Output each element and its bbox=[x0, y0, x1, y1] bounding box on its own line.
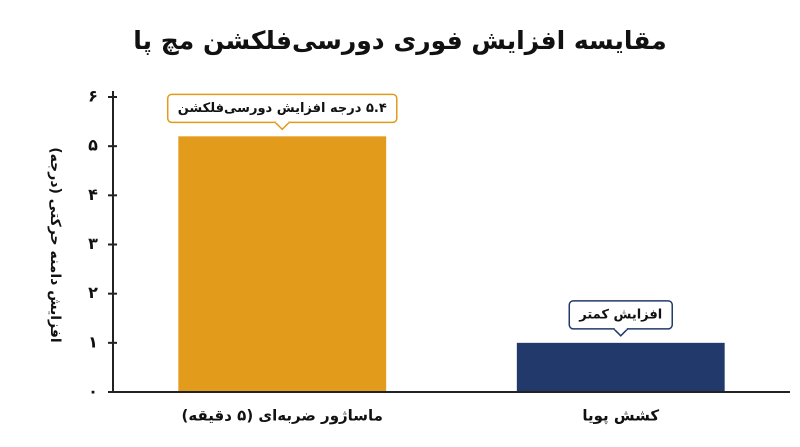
y-tick-label: ۲ bbox=[88, 283, 98, 302]
y-tick-label: ۱ bbox=[88, 332, 98, 351]
y-tick-label: ۴ bbox=[88, 185, 98, 204]
bar bbox=[516, 342, 725, 392]
y-tick-label: ۶ bbox=[88, 87, 98, 106]
y-tick-label: ۰ bbox=[88, 382, 98, 401]
y-axis-label: افزایش دامنه حرکتی (درجه) bbox=[47, 147, 63, 342]
pointer-cover bbox=[614, 327, 627, 330]
annotation: ۵.۴ درجه افزایش دورسی‌فلکشن bbox=[178, 101, 387, 116]
annotation-pointer bbox=[274, 121, 290, 131]
x-tick-label: کشش پویا bbox=[582, 407, 659, 426]
annotation-pointer bbox=[613, 328, 629, 337]
pointer-cover bbox=[276, 120, 289, 124]
bar bbox=[178, 136, 387, 392]
x-tick-label: ماساژور ضربه‌ای (۵ دقیقه) bbox=[182, 407, 383, 425]
y-tick-label: ۵ bbox=[88, 136, 98, 155]
annotation: افزایش کمتر bbox=[578, 307, 662, 322]
y-tick-label: ۳ bbox=[88, 234, 98, 253]
chart-title: مقایسه افزایش فوری دورسی‌فلکشن مچ پا bbox=[133, 26, 666, 56]
